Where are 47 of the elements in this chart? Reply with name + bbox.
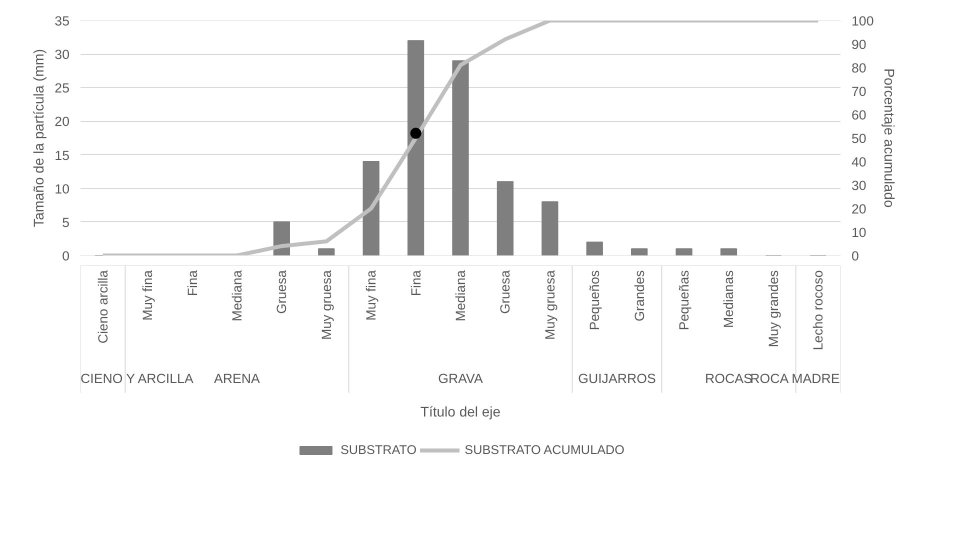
text: ARENA — [214, 371, 260, 386]
x-tick-label: Gruesa — [498, 270, 513, 314]
y-tick-label: 5 — [62, 214, 70, 230]
y-tick-label: 25 — [54, 80, 70, 96]
y-tick-label: 0 — [62, 248, 70, 264]
x-tick-label: Muy gruesa — [318, 270, 334, 340]
x-tick-label: Lecho rocoso — [810, 270, 826, 350]
x-tick-label: Cieno arcilla — [95, 270, 110, 344]
x-tick-label: Gruesa — [274, 270, 290, 314]
y2-tick-label: 50 — [852, 131, 866, 146]
y2-tick-label: 40 — [852, 154, 866, 170]
y2-tick-label: 70 — [852, 84, 866, 99]
y2-tick-label: 10 — [852, 225, 866, 240]
x-tick-label: Fina — [184, 270, 200, 296]
x-tick-label: Medianas — [721, 270, 736, 328]
y2-tick-label: 30 — [852, 178, 866, 193]
text: GUIJARROS — [578, 371, 656, 386]
y2-tick-label: 20 — [852, 202, 866, 216]
x-tick-label: Fina — [408, 270, 424, 296]
y-tick-label: 20 — [54, 114, 70, 130]
x-tick-label: Muy grandes — [766, 270, 781, 348]
y2-tick-label: 80 — [852, 60, 866, 76]
x-tick-label: Pequeñas — [676, 270, 692, 330]
x-tick-label: Grandes — [632, 270, 647, 322]
y2-axis-title: Porcentaje acumulado — [882, 68, 898, 208]
x-tick-label: Mediana — [453, 270, 468, 322]
text: ROCA MADRE — [750, 371, 840, 386]
x-tick-label: Muy gruesa — [542, 270, 558, 340]
x-tick-label: Mediana — [229, 270, 244, 322]
legend-label: SUBSTRATO ACUMULADO — [464, 443, 625, 457]
legend-label: SUBSTRATO — [340, 443, 417, 457]
x-tick-label: Pequeños — [587, 270, 602, 330]
x-tick-label: Muy fina — [140, 270, 156, 321]
y2-tick-label: 0 — [852, 248, 859, 264]
y-tick-label: 15 — [54, 148, 70, 163]
y2-tick-label: 60 — [852, 108, 866, 122]
y2-tick-label: 90 — [852, 37, 866, 52]
y-tick-label: 35 — [54, 14, 70, 28]
y-tick-label: 10 — [54, 181, 70, 196]
x-tick-label: Muy fina — [364, 270, 379, 321]
x-axis-title: Título del eje — [420, 404, 501, 420]
text: CIENO Y ARCILLA — [80, 371, 194, 386]
text: GRAVA — [438, 371, 483, 386]
text: ROCAS — [705, 371, 753, 386]
y-tick-label: 30 — [54, 47, 70, 62]
y2-tick-label: 100 — [852, 14, 874, 28]
y-axis-title: Tamaño de la partícula (mm) — [30, 48, 47, 228]
